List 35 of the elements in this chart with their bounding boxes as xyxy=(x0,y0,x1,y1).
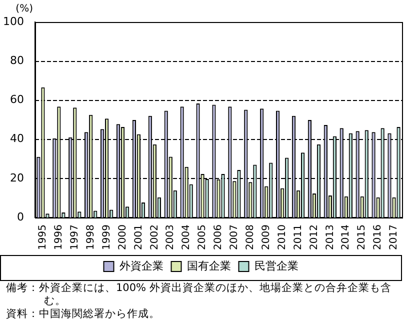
y-tick-label: 40 xyxy=(10,132,24,146)
x-tick-label: 2011 xyxy=(292,224,304,250)
x-tick-label: 2002 xyxy=(149,224,160,250)
text: 資料：中国海関総署から作成。 xyxy=(6,308,161,321)
x-tick-label: 2013 xyxy=(324,224,336,250)
x-tick-label: 1998 xyxy=(85,224,96,250)
legend-label: 外資企業 xyxy=(119,259,164,272)
x-tick-label: 2009 xyxy=(260,224,272,250)
x-tick-label: 1997 xyxy=(69,224,80,250)
x-tick-label: 2015 xyxy=(356,224,368,250)
x-tick-label: 2016 xyxy=(372,224,384,250)
x-tick-label: 2007 xyxy=(229,224,240,250)
x-tick-label: 2006 xyxy=(213,224,224,250)
legend-label: 民営企業 xyxy=(254,259,298,272)
x-tick-label: 1995 xyxy=(38,224,49,250)
y-tick-label: 0 xyxy=(16,210,24,224)
x-tick-label: 2017 xyxy=(388,224,400,250)
legend-label: 国有企業 xyxy=(186,259,231,272)
x-tick-label: 2010 xyxy=(276,224,288,250)
x-tick-label: 2003 xyxy=(165,224,176,250)
x-tick-label: 2000 xyxy=(117,224,128,250)
x-tick-label: 2012 xyxy=(308,224,320,250)
y-tick-label: 100 xyxy=(2,14,24,28)
x-tick-label: 2005 xyxy=(197,224,208,250)
y-tick-label: 20 xyxy=(10,171,24,184)
x-tick-label: 2004 xyxy=(181,224,192,250)
x-tick-label: 2014 xyxy=(340,224,352,250)
text: 備考：外資企業には、100% 外資出資企業のほか、地場企業との合弁企業も含む。 xyxy=(6,282,392,308)
x-tick-label: 1996 xyxy=(54,224,65,250)
x-tick-label: 2008 xyxy=(245,224,256,250)
x-tick-label: 1999 xyxy=(101,224,112,250)
y-axis-title: (%) xyxy=(16,4,34,15)
y-tick-label: 80 xyxy=(10,54,24,67)
x-tick-label: 2001 xyxy=(133,224,144,250)
y-tick-label: 60 xyxy=(10,93,24,106)
